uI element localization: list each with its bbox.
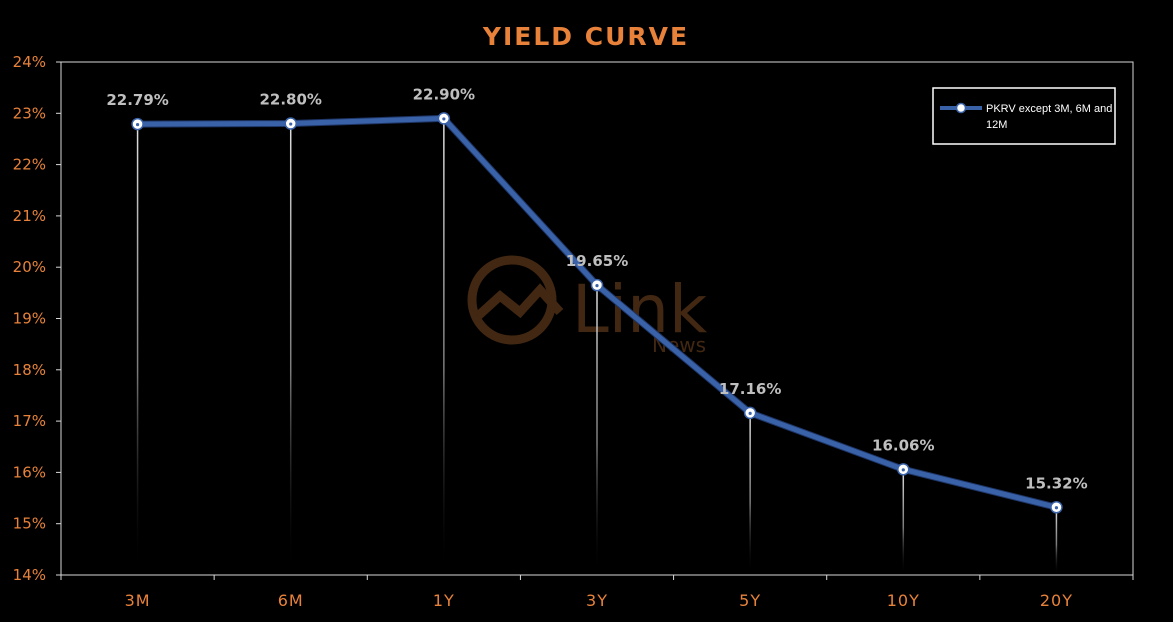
x-tick-label: 3M xyxy=(125,591,151,610)
drop-line xyxy=(1055,507,1058,575)
data-point-center xyxy=(748,411,752,415)
data-point-center xyxy=(442,117,446,121)
x-tick-label: 20Y xyxy=(1040,591,1073,610)
x-tick-label: 1Y xyxy=(433,591,455,610)
drop-line xyxy=(443,118,445,576)
data-point-center xyxy=(1054,506,1059,510)
drop-line xyxy=(596,285,598,575)
data-label: 16.06% xyxy=(872,436,934,454)
data-labels: 22.79% 22.80% 22.90% 19.65% 17.16% 16.06% 15.3… xyxy=(106,85,1087,492)
data-point-center xyxy=(901,468,905,472)
y-tick-label: 18% xyxy=(13,361,46,379)
x-axis-ticks: 3M 6M 1Y 3Y 5Y 10Y 20Y xyxy=(60,575,1134,610)
legend: PKRV except 3M, 6M and 12M xyxy=(932,87,1116,145)
y-tick-label: 19% xyxy=(13,310,46,328)
y-tick-label: 24% xyxy=(13,53,46,71)
y-tick-label: 22% xyxy=(13,156,46,174)
drop-lines xyxy=(136,118,1058,576)
y-tick-label: 20% xyxy=(13,258,46,276)
drop-line xyxy=(749,412,751,575)
drop-line xyxy=(136,124,139,575)
data-markers xyxy=(131,112,1063,514)
legend-box xyxy=(932,87,1116,145)
data-point-center xyxy=(595,284,599,288)
y-tick-label: 17% xyxy=(13,412,46,430)
drop-line xyxy=(902,469,905,575)
y-tick-label: 14% xyxy=(13,566,46,584)
legend-marker-swatch xyxy=(955,102,967,114)
data-label: 15.32% xyxy=(1025,474,1087,492)
data-point-center xyxy=(135,122,140,127)
x-tick-label: 10Y xyxy=(887,591,920,610)
drop-line xyxy=(289,123,292,575)
x-tick-label: 6M xyxy=(278,591,304,610)
y-tick-label: 23% xyxy=(13,104,46,122)
x-tick-label: 3Y xyxy=(586,591,608,610)
x-tick-label: 5Y xyxy=(739,591,761,610)
data-label: 19.65% xyxy=(566,252,628,270)
legend-label-line2: 12M xyxy=(986,119,1007,131)
data-label: 22.80% xyxy=(259,91,321,109)
data-point-center xyxy=(289,122,293,126)
y-axis-ticks: 14% 15% 16% 17% 18% 19% 20% 21% 22% 23% 24% xyxy=(13,53,61,584)
y-tick-label: 21% xyxy=(13,207,46,225)
data-label: 22.79% xyxy=(106,91,168,109)
y-tick-label: 15% xyxy=(13,515,46,533)
data-label: 22.90% xyxy=(413,85,475,103)
legend-label-line1: PKRV except 3M, 6M and xyxy=(986,103,1112,115)
y-tick-label: 16% xyxy=(13,463,46,481)
chart-title: YIELD CURVE xyxy=(482,22,689,51)
data-label: 17.16% xyxy=(719,380,781,398)
watermark-zigzag xyxy=(474,283,564,320)
